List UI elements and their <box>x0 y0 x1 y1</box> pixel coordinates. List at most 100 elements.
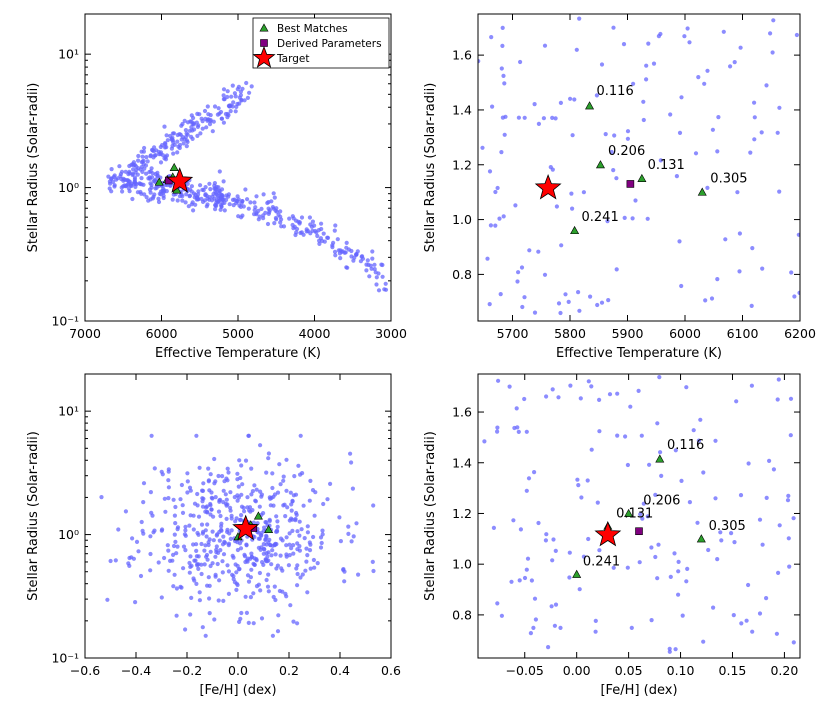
library-star-point <box>263 520 268 525</box>
library-star-point <box>159 469 164 474</box>
library-star-point <box>528 631 534 636</box>
library-star-point <box>687 500 693 505</box>
library-star-point <box>641 99 646 104</box>
library-star-point <box>777 105 782 110</box>
library-star-point <box>247 90 252 95</box>
library-star-point <box>548 165 553 170</box>
library-star-point <box>192 127 197 132</box>
library-star-point <box>285 505 290 510</box>
library-star-point <box>760 542 765 547</box>
library-star-point <box>223 492 228 497</box>
library-star-point <box>546 645 551 650</box>
library-star-point <box>112 173 117 178</box>
library-star-point <box>205 522 210 527</box>
library-star-point <box>370 249 375 254</box>
library-star-point <box>570 133 575 138</box>
library-star-point <box>165 543 170 548</box>
legend-label-derived: Derived Parameters <box>277 38 382 50</box>
library-star-point <box>615 391 620 396</box>
library-star-point <box>715 557 720 562</box>
library-star-point <box>185 120 191 125</box>
library-star-point <box>194 554 199 559</box>
library-star-point <box>342 579 347 584</box>
library-star-point <box>325 497 330 502</box>
library-star-point <box>251 591 256 596</box>
library-star-point <box>794 32 800 38</box>
library-star-point <box>266 456 271 461</box>
library-star-point <box>228 109 233 114</box>
library-star-point <box>304 559 309 564</box>
library-star-point <box>231 574 236 579</box>
library-star-point <box>183 528 188 533</box>
library-star-point <box>488 223 493 228</box>
library-star-point <box>295 541 300 546</box>
library-star-point <box>249 492 254 497</box>
library-star-point <box>668 574 673 580</box>
library-star-point <box>731 613 736 618</box>
library-star-point <box>201 481 206 486</box>
library-star-point <box>541 116 547 121</box>
library-star-point <box>236 214 241 219</box>
library-star-point <box>239 463 244 468</box>
legend-star-icon <box>252 45 276 68</box>
library-star-point <box>204 204 209 209</box>
library-star-point <box>148 490 153 495</box>
library-star-point <box>189 595 194 601</box>
library-star-point <box>374 275 379 280</box>
library-star-point <box>212 181 217 186</box>
library-star-point <box>225 466 230 471</box>
library-star-point <box>218 548 223 553</box>
library-star-point <box>304 546 309 551</box>
library-star-point <box>701 639 706 644</box>
library-star-point <box>226 591 231 597</box>
library-star-point <box>257 536 262 541</box>
library-star-point <box>749 383 755 388</box>
y-tick-label: 0.8 <box>452 267 472 282</box>
library-star-point <box>290 498 295 503</box>
library-star-point <box>254 211 259 216</box>
library-star-point <box>382 287 387 292</box>
library-star-point <box>253 498 258 503</box>
legend-label-target: Target <box>276 53 309 65</box>
library-star-point <box>621 42 627 47</box>
library-star-point <box>136 549 141 554</box>
library-star-point <box>170 131 175 136</box>
library-star-point <box>191 115 196 121</box>
library-star-point <box>526 476 532 481</box>
library-star-point <box>543 538 549 543</box>
best-match-point <box>570 225 580 235</box>
library-star-point <box>732 60 737 65</box>
library-star-point <box>241 204 246 209</box>
library-star-point <box>791 640 796 645</box>
library-star-point <box>108 558 113 564</box>
library-star-point <box>178 584 183 590</box>
library-star-point <box>212 196 217 201</box>
best-match-point <box>154 177 164 186</box>
best-match-point <box>696 534 706 543</box>
library-star-point <box>168 183 173 188</box>
library-star-point <box>789 270 794 275</box>
library-star-point <box>304 227 309 232</box>
library-star-point <box>290 222 295 228</box>
library-star-point <box>657 375 662 380</box>
library-star-point <box>599 300 605 305</box>
library-star-point <box>191 576 196 581</box>
library-star-point <box>140 154 145 159</box>
library-star-point <box>567 550 572 555</box>
library-star-point <box>786 536 791 541</box>
y-tick-label: 1.2 <box>452 506 472 521</box>
library-star-point <box>278 553 283 558</box>
library-star-point <box>166 568 171 573</box>
library-star-point <box>735 190 740 195</box>
library-star-point <box>210 529 215 534</box>
library-star-point <box>121 184 126 189</box>
library-star-point <box>275 629 281 634</box>
library-star-point <box>738 45 743 50</box>
library-star-point <box>221 120 226 125</box>
library-star-point <box>208 113 213 118</box>
library-star-point <box>658 31 663 37</box>
library-star-point <box>251 621 256 626</box>
library-star-point <box>796 232 800 237</box>
library-star-point <box>752 115 757 120</box>
panel-teff-r-full: 7000 6000 5000 4000 3000 10⁻¹ 10⁰ 10¹ Effective … <box>26 13 407 361</box>
